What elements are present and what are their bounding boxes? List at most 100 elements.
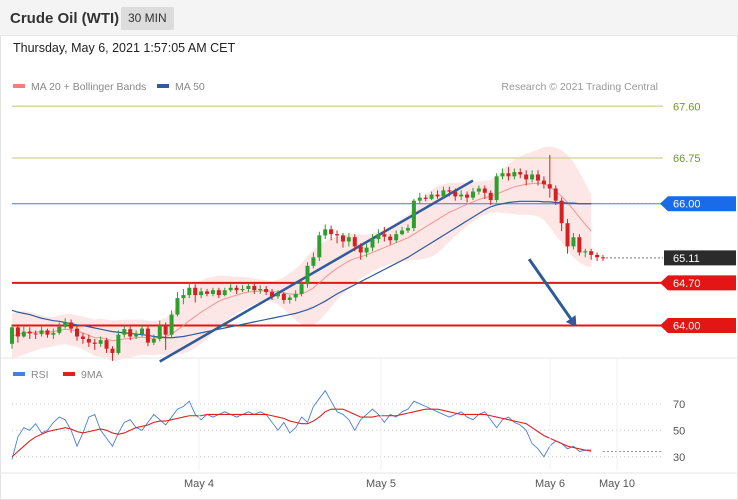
candle-body <box>116 334 121 353</box>
candle-body <box>417 197 422 201</box>
candle-body <box>305 265 310 285</box>
bollinger-band <box>12 146 592 361</box>
rsi-tick-30: 30 <box>673 452 685 464</box>
rsi-tick-50: 50 <box>673 425 685 437</box>
ma50-line <box>11 200 592 339</box>
level-tag-64-70 <box>660 275 736 291</box>
candle-body <box>151 338 156 343</box>
candle-body <box>92 342 97 344</box>
candle-body <box>157 325 162 339</box>
candle-body <box>388 236 393 241</box>
candle-body <box>429 194 434 199</box>
candle-body <box>394 234 399 241</box>
rsi-tick-70: 70 <box>673 399 685 411</box>
candle-body <box>175 298 180 315</box>
candle-body <box>299 284 304 294</box>
candle-body <box>376 234 381 240</box>
candle-body <box>181 295 186 299</box>
candle-body <box>518 172 523 175</box>
candle-body <box>293 293 298 298</box>
x-tick-label-may-4: May 4 <box>184 478 214 490</box>
candle-body <box>571 237 576 247</box>
candle-body <box>317 235 322 258</box>
candle-body <box>535 174 540 181</box>
candle-body <box>370 239 375 248</box>
credit-text: Research © 2021 Trading Central <box>501 81 658 93</box>
candle-body <box>193 287 198 296</box>
level-label-66-75: 66.75 <box>673 153 701 165</box>
candle-body <box>541 180 546 185</box>
candle-body <box>352 237 357 247</box>
forecast-arrow-shaft <box>527 258 572 320</box>
candle-body <box>199 291 204 296</box>
candle-body <box>453 191 458 197</box>
candle-body <box>21 331 26 337</box>
candle-body <box>110 348 115 353</box>
candle-body <box>210 290 215 294</box>
level-label-64-00: 64.00 <box>673 321 701 333</box>
candle-body <box>346 237 351 242</box>
candle-body <box>500 173 505 177</box>
candle-body <box>228 287 233 291</box>
rsi-series-rsi <box>11 389 592 460</box>
forecast-arrow-head <box>565 315 577 327</box>
candle-body <box>601 257 605 259</box>
candle-body <box>275 293 280 297</box>
candle-body <box>476 188 481 192</box>
candle-body <box>246 285 251 289</box>
candle-body <box>423 197 428 199</box>
candle-body <box>512 172 517 177</box>
candle-body <box>583 251 588 253</box>
candle-body <box>547 184 552 189</box>
candle-body <box>86 338 91 343</box>
trendline <box>159 179 474 363</box>
x-tick-label-may-10: May 10 <box>599 478 635 490</box>
candle-body <box>57 326 62 333</box>
candle-body <box>69 322 74 329</box>
candle-body <box>441 190 446 197</box>
candle-body <box>565 223 570 247</box>
candle-body <box>340 235 345 242</box>
candle-body <box>323 229 328 236</box>
rsi-legend-label-9ma: 9MA <box>81 369 103 381</box>
candle-body <box>559 200 564 224</box>
candle-body <box>27 331 32 334</box>
candle-body <box>128 329 133 337</box>
legend-label-ma50: MA 50 <box>175 81 205 93</box>
price-chart: MA 20 + Bollinger Bands MA 50 Research © 2… <box>0 81 738 363</box>
candle-body <box>33 333 38 335</box>
level-label-67-60: 67.60 <box>673 101 701 113</box>
candle-body <box>335 234 340 236</box>
candle-body <box>222 290 227 296</box>
legend-swatch <box>13 84 25 88</box>
candle-body <box>104 340 109 349</box>
candle-body <box>145 328 150 343</box>
candle-body <box>400 230 405 235</box>
level-label-65-11: 65.11 <box>673 253 700 265</box>
candle-body <box>506 173 511 177</box>
rsi-legend-swatch <box>13 372 25 376</box>
legend-label-ma20-bollinger: MA 20 + Bollinger Bands <box>31 81 146 93</box>
candle-body <box>270 292 275 297</box>
candle-body <box>163 325 168 335</box>
candle-body <box>281 293 286 300</box>
x-tick-label-may-6: May 6 <box>535 478 565 490</box>
candle-body <box>358 246 363 253</box>
candle-body <box>595 254 600 258</box>
candle-body <box>10 327 14 344</box>
rsi-chart: RSI 9MA 70 50 30 May 4 May 5 May 6 May 10 <box>0 358 738 490</box>
rsi-series-9ma <box>11 408 592 458</box>
candle-body <box>465 194 470 198</box>
rsi-legend-label-rsi: RSI <box>31 369 49 381</box>
candle-body <box>80 336 85 339</box>
candle-body <box>134 334 139 337</box>
level-tag-65-11 <box>664 250 736 266</box>
candle-body <box>234 287 239 291</box>
candle-body <box>216 290 221 296</box>
level-label-64-70: 64.70 <box>673 278 701 290</box>
candle-body <box>553 188 558 201</box>
candle-body <box>494 176 499 201</box>
candle-body <box>122 329 127 335</box>
interval-badge[interactable]: 30 MIN <box>121 7 174 30</box>
candle-body <box>98 340 103 344</box>
